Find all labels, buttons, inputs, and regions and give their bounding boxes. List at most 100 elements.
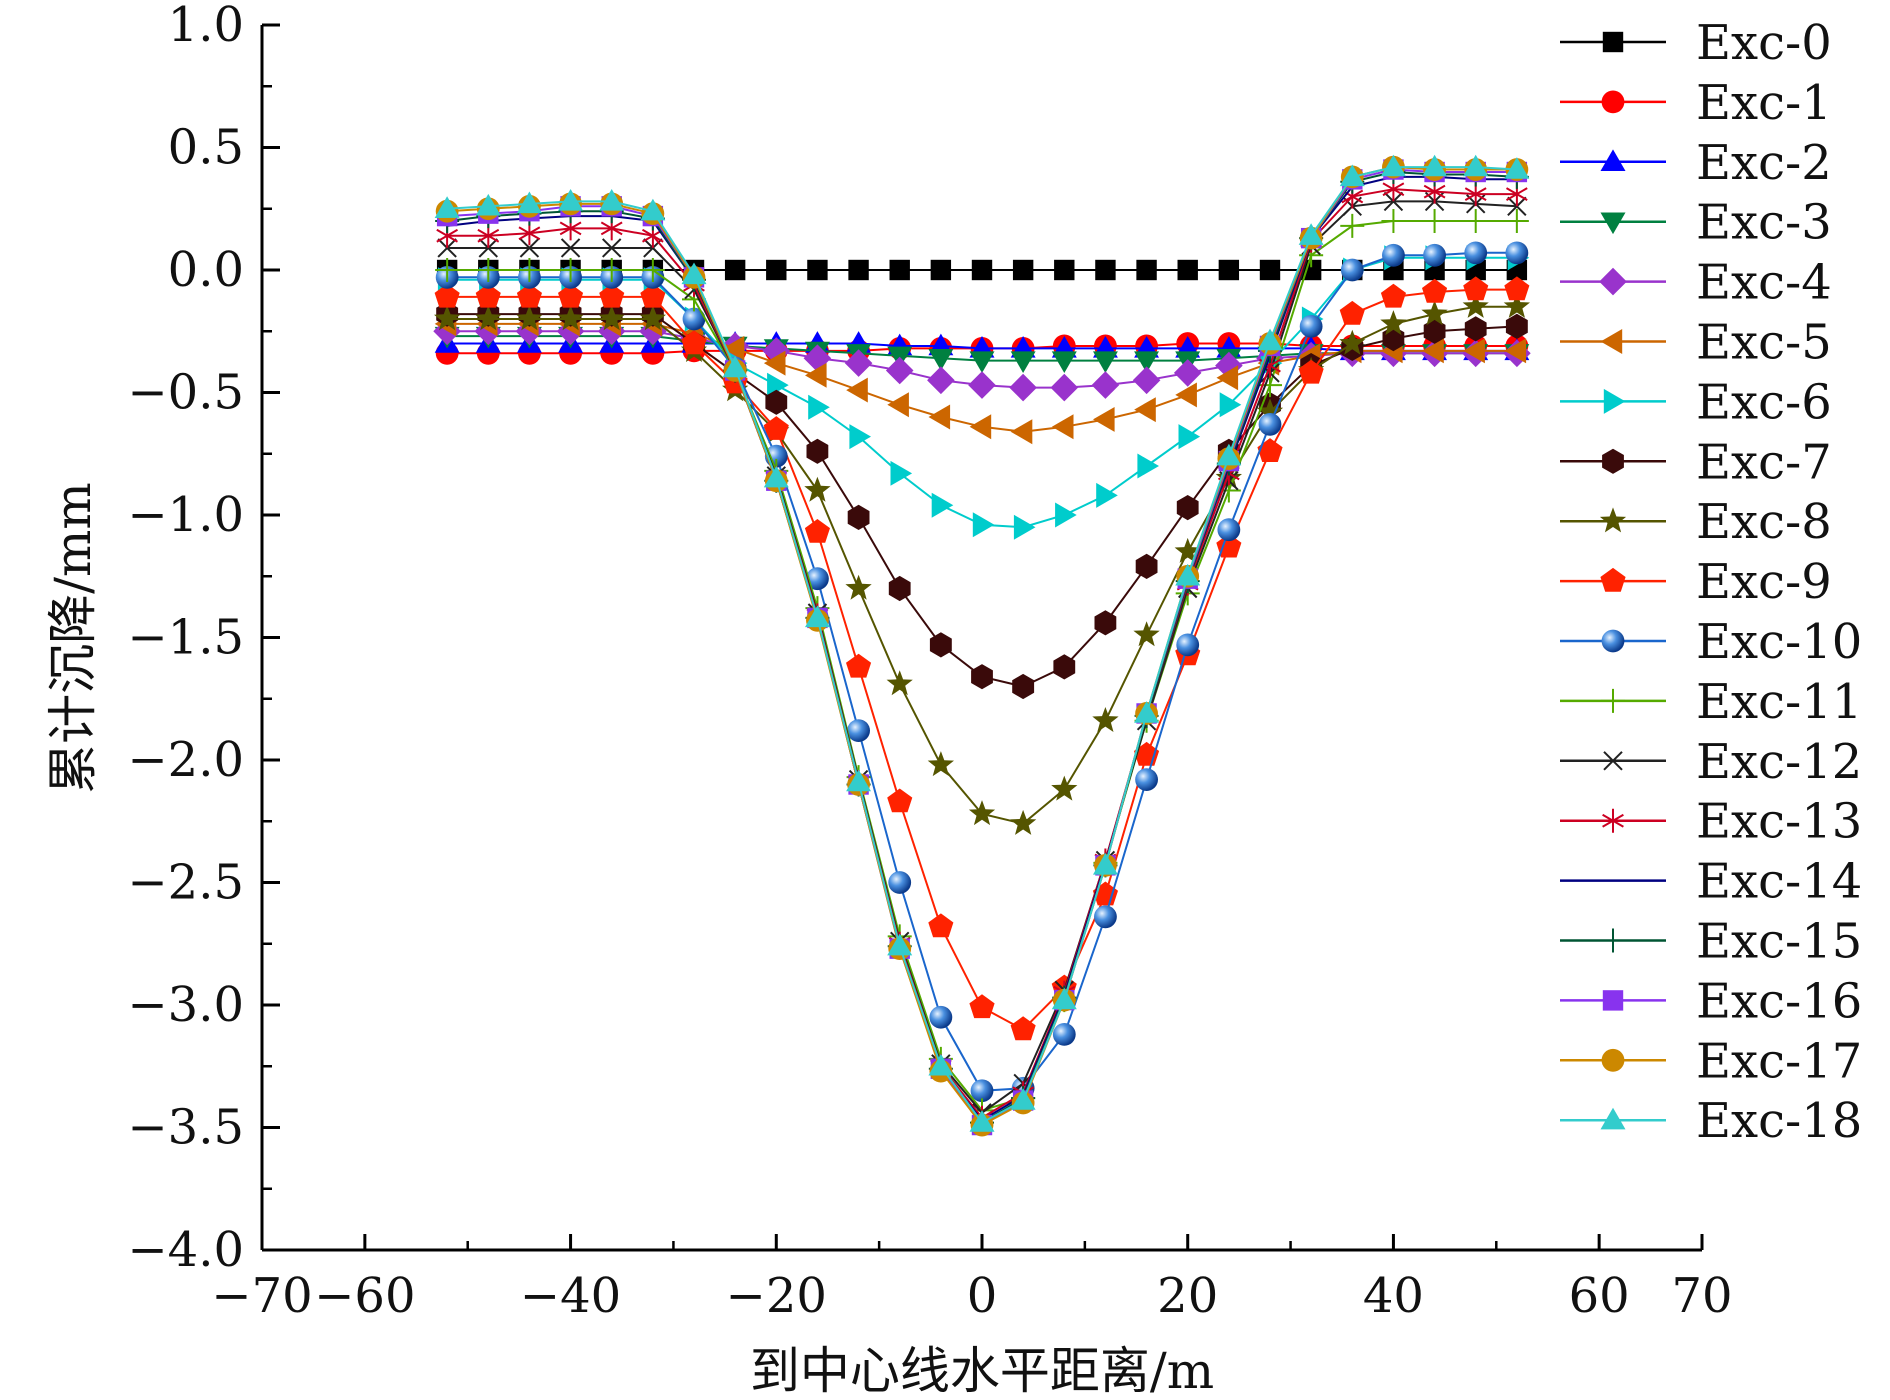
data-point: [971, 664, 993, 690]
data-point: [681, 262, 707, 285]
y-tick-label: −0.5: [127, 365, 244, 421]
data-point: [1012, 259, 1034, 281]
data-point: [1176, 495, 1199, 521]
data-point: [889, 259, 910, 281]
data-point: [886, 670, 913, 696]
data-point: [1298, 223, 1324, 245]
data-point: [1340, 258, 1364, 282]
legend-label: Exc-9: [1696, 554, 1832, 610]
legend-item: Exc-3: [1560, 195, 1832, 251]
data-point: [804, 519, 830, 543]
legend-label: Exc-15: [1696, 914, 1862, 970]
data-point: [1504, 157, 1530, 179]
legend-marker: [1602, 448, 1624, 474]
data-point: [434, 305, 461, 331]
data-point: [515, 317, 544, 346]
legend-label: Exc-10: [1696, 614, 1862, 670]
data-point: [475, 283, 501, 308]
data-point: [969, 994, 995, 1019]
data-point: [1091, 371, 1120, 399]
data-point: [1381, 209, 1406, 233]
data-point: [1507, 196, 1527, 217]
legend-item: Exc-1: [1560, 75, 1832, 131]
data-point: [478, 238, 498, 258]
data-point: [1504, 276, 1530, 301]
legend-item: Exc-2: [1560, 135, 1832, 191]
legend-item: Exc-15: [1560, 914, 1862, 970]
legend-label: Exc-2: [1696, 135, 1832, 191]
data-point: [640, 198, 666, 221]
legend-label: Exc-12: [1696, 734, 1862, 790]
data-point: [1258, 412, 1282, 436]
legend-item: Exc-16: [1560, 973, 1862, 1029]
data-point: [1422, 154, 1447, 177]
x-ticks: −70 −60 −40 −20 0 20 40 60 70: [211, 1234, 1733, 1324]
data-point: [1174, 537, 1201, 563]
data-point: [722, 355, 748, 378]
data-point: [1052, 1023, 1076, 1046]
legend-marker: [1599, 507, 1627, 533]
data-point: [928, 913, 954, 938]
data-point: [598, 305, 625, 331]
legend-marker: [1600, 212, 1626, 235]
data-point: [1051, 775, 1078, 801]
y-tick-label: 0.5: [168, 120, 244, 176]
data-point: [1093, 407, 1115, 432]
data-point: [435, 258, 460, 282]
data-point: [1216, 443, 1242, 466]
data-point: [805, 605, 830, 628]
legend-marker: [1600, 1107, 1626, 1130]
data-point: [1051, 414, 1074, 440]
data-point: [639, 305, 666, 331]
data-point: [1380, 310, 1407, 336]
data-point: [1257, 438, 1283, 462]
data-point: [1218, 259, 1240, 281]
series-exc-10: [435, 241, 1529, 1103]
data-point: [845, 574, 872, 600]
data-point: [1053, 654, 1076, 680]
legend-label: Exc-13: [1696, 794, 1862, 850]
legend-item: Exc-4: [1560, 255, 1832, 311]
legend-marker: [1601, 1048, 1625, 1072]
x-tick-label: −60: [314, 1268, 415, 1324]
legend-item: Exc-12: [1560, 734, 1862, 790]
data-point: [888, 575, 911, 602]
data-point: [434, 283, 460, 308]
data-point: [1219, 392, 1242, 418]
data-point: [516, 283, 542, 308]
data-point: [1422, 338, 1444, 364]
data-point: [1178, 424, 1201, 450]
data-point: [928, 1053, 954, 1076]
data-point: [1177, 259, 1198, 281]
legend-item: Exc-7: [1560, 434, 1832, 490]
y-tick-label: −2.5: [127, 855, 244, 911]
legend-label: Exc-3: [1696, 195, 1832, 251]
legend-label: Exc-18: [1696, 1093, 1862, 1149]
data-point: [1173, 359, 1202, 387]
data-point: [1421, 300, 1448, 326]
data-point: [1176, 633, 1200, 657]
data-point: [971, 259, 993, 281]
data-point: [681, 330, 707, 355]
data-point: [437, 238, 457, 258]
data-point: [560, 238, 581, 258]
data-point: [475, 305, 502, 331]
legend-label: Exc-7: [1696, 434, 1832, 490]
legend-label: Exc-1: [1696, 75, 1832, 131]
data-point: [682, 307, 706, 331]
data-point: [1463, 276, 1489, 301]
data-point: [1216, 365, 1239, 391]
data-point: [599, 283, 625, 308]
data-point: [597, 317, 626, 346]
data-point: [846, 377, 868, 403]
data-point: [1094, 905, 1117, 929]
data-point: [1009, 373, 1037, 402]
legend-marker: [1602, 808, 1624, 833]
y-axis-label: 累计沉降/mm: [44, 482, 102, 794]
data-point: [969, 1110, 995, 1132]
legend-marker: [1601, 928, 1625, 953]
legend-item: Exc-6: [1560, 374, 1832, 430]
legend-item: Exc-8: [1560, 494, 1832, 550]
y-tick-label: −3.0: [127, 977, 244, 1033]
data-point: [807, 259, 828, 281]
